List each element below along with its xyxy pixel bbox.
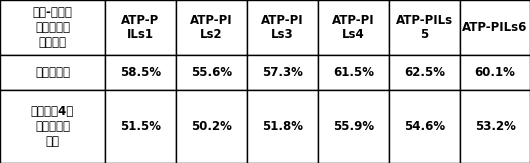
Text: 50.2%: 50.2% bbox=[191, 120, 232, 133]
Text: 53.2%: 53.2% bbox=[474, 120, 516, 133]
Text: ATP-PI
Ls2: ATP-PI Ls2 bbox=[190, 14, 233, 42]
Bar bbox=[318, 55, 389, 90]
Text: ATP-PI
Ls3: ATP-PI Ls3 bbox=[261, 14, 304, 42]
Bar bbox=[176, 55, 247, 90]
Text: 重复使用4次
后的最终转
化率: 重复使用4次 后的最终转 化率 bbox=[31, 105, 74, 148]
Text: 60.1%: 60.1% bbox=[474, 66, 516, 79]
Bar bbox=[0, 55, 105, 90]
Bar bbox=[460, 90, 530, 163]
Bar bbox=[0, 90, 105, 163]
Bar bbox=[176, 90, 247, 163]
Text: 54.6%: 54.6% bbox=[404, 120, 445, 133]
Bar bbox=[105, 90, 176, 163]
Bar bbox=[247, 90, 318, 163]
Bar bbox=[460, 0, 530, 55]
Bar bbox=[460, 55, 530, 90]
Text: 最终转化率: 最终转化率 bbox=[35, 66, 70, 79]
Text: ATP-PI
Ls4: ATP-PI Ls4 bbox=[332, 14, 375, 42]
Text: 62.5%: 62.5% bbox=[404, 66, 445, 79]
Text: 51.5%: 51.5% bbox=[120, 120, 161, 133]
Text: 57.3%: 57.3% bbox=[262, 66, 303, 79]
Bar bbox=[247, 55, 318, 90]
Text: 55.6%: 55.6% bbox=[191, 66, 232, 79]
Bar bbox=[318, 90, 389, 163]
Text: ATP-P
ILs1: ATP-P ILs1 bbox=[121, 14, 160, 42]
Text: 四土-聚合离
子液体催化
剂的类型: 四土-聚合离 子液体催化 剂的类型 bbox=[32, 6, 73, 49]
Text: ATP-PILs
5: ATP-PILs 5 bbox=[396, 14, 453, 42]
Text: 51.8%: 51.8% bbox=[262, 120, 303, 133]
Bar bbox=[389, 55, 460, 90]
Bar bbox=[247, 0, 318, 55]
Bar bbox=[389, 90, 460, 163]
Text: ATP-PILs6: ATP-PILs6 bbox=[462, 21, 528, 34]
Text: 61.5%: 61.5% bbox=[333, 66, 374, 79]
Bar bbox=[105, 55, 176, 90]
Text: 58.5%: 58.5% bbox=[120, 66, 161, 79]
Bar bbox=[0, 0, 105, 55]
Bar bbox=[176, 0, 247, 55]
Bar bbox=[318, 0, 389, 55]
Bar bbox=[389, 0, 460, 55]
Bar bbox=[105, 0, 176, 55]
Text: 55.9%: 55.9% bbox=[333, 120, 374, 133]
